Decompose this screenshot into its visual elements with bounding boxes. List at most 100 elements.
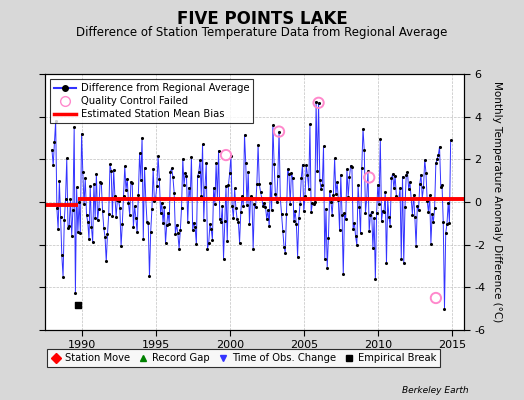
- Point: [253, 181, 261, 187]
- Point: [112, 213, 121, 220]
- Point: [190, 220, 198, 226]
- Point: [75, 198, 83, 205]
- Point: [201, 184, 209, 190]
- Point: [187, 154, 195, 160]
- Point: [314, 100, 323, 106]
- Point: [283, 166, 292, 172]
- Point: [327, 199, 335, 205]
- Point: [141, 196, 150, 202]
- Point: [173, 230, 182, 236]
- Point: [123, 176, 132, 182]
- Point: [53, 205, 61, 212]
- Point: [133, 229, 141, 235]
- Point: [165, 220, 173, 227]
- Point: [143, 218, 151, 225]
- Point: [397, 256, 406, 262]
- Point: [263, 216, 271, 222]
- Point: [400, 260, 408, 266]
- Point: [409, 192, 418, 198]
- Point: [212, 160, 220, 166]
- Point: [381, 188, 389, 195]
- Point: [51, 118, 60, 124]
- Point: [376, 136, 385, 142]
- Point: [85, 236, 93, 243]
- Point: [114, 198, 123, 204]
- Point: [436, 183, 445, 190]
- Point: [321, 255, 329, 262]
- Point: [261, 204, 270, 210]
- Point: [442, 230, 450, 236]
- Point: [107, 167, 115, 174]
- Point: [218, 203, 226, 210]
- Point: [185, 184, 193, 191]
- Point: [76, 230, 84, 236]
- Point: [175, 245, 183, 252]
- Point: [305, 121, 314, 128]
- Point: [135, 150, 144, 156]
- Point: [126, 212, 134, 218]
- Point: [319, 143, 328, 150]
- Point: [446, 137, 455, 143]
- Point: [70, 124, 79, 130]
- Point: [124, 200, 133, 206]
- Point: [286, 200, 294, 207]
- Point: [256, 189, 265, 195]
- Point: [405, 186, 413, 192]
- Point: [154, 153, 162, 159]
- Point: [193, 173, 202, 180]
- Point: [68, 232, 76, 239]
- Point: [220, 255, 228, 262]
- Point: [99, 208, 107, 214]
- Point: [385, 214, 393, 220]
- Point: [207, 226, 215, 232]
- Point: [183, 219, 192, 226]
- Point: [345, 174, 354, 180]
- Point: [422, 170, 430, 176]
- Point: [66, 196, 74, 202]
- Point: [356, 230, 365, 236]
- Point: [290, 218, 298, 225]
- Point: [57, 213, 65, 220]
- Point: [180, 182, 188, 188]
- Point: [444, 200, 452, 206]
- Point: [92, 170, 101, 177]
- Point: [179, 156, 187, 162]
- Point: [234, 218, 243, 225]
- Point: [54, 226, 62, 232]
- Point: [314, 100, 323, 106]
- Point: [407, 195, 416, 202]
- Point: [332, 191, 340, 198]
- Point: [172, 221, 181, 228]
- Point: [191, 224, 199, 231]
- Point: [425, 192, 434, 198]
- Point: [101, 234, 109, 240]
- Point: [265, 223, 274, 230]
- Point: [443, 221, 451, 228]
- Point: [366, 212, 375, 218]
- Point: [392, 193, 400, 199]
- Text: Berkeley Earth: Berkeley Earth: [402, 386, 469, 395]
- Point: [211, 200, 219, 207]
- Point: [264, 207, 272, 214]
- Point: [221, 218, 229, 224]
- Point: [223, 238, 232, 244]
- Point: [369, 245, 377, 252]
- Point: [102, 258, 111, 264]
- Point: [79, 168, 87, 175]
- Point: [271, 191, 280, 198]
- Point: [238, 193, 246, 200]
- Point: [252, 204, 260, 210]
- Point: [387, 175, 396, 182]
- Point: [287, 170, 296, 176]
- Text: FIVE POINTS LAKE: FIVE POINTS LAKE: [177, 10, 347, 28]
- Point: [239, 203, 247, 209]
- Point: [65, 222, 73, 229]
- Point: [334, 196, 343, 203]
- Point: [280, 243, 288, 250]
- Point: [428, 211, 436, 217]
- Point: [413, 202, 421, 209]
- Point: [433, 156, 441, 162]
- Point: [338, 212, 346, 218]
- Point: [88, 224, 96, 230]
- Point: [292, 221, 301, 227]
